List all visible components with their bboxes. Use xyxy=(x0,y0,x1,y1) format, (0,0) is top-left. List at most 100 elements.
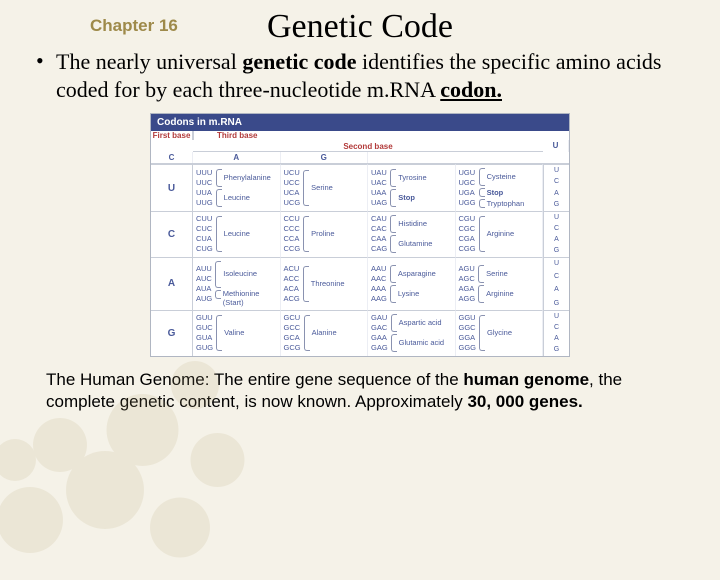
codon: ACA xyxy=(284,284,300,294)
codon: AGU xyxy=(459,264,476,274)
codon: CUU xyxy=(196,214,213,224)
codon: AUC xyxy=(196,274,212,284)
codon: UUC xyxy=(196,178,213,188)
codon: AUU xyxy=(196,264,212,274)
codon: GCG xyxy=(284,343,301,353)
codon: GCU xyxy=(284,313,301,323)
codon-cell: AGUAGCAGAAGGSerineArginine xyxy=(456,257,544,311)
amino-acid: Histidine xyxy=(396,219,427,229)
amino-acid: Leucine xyxy=(222,193,250,203)
codon-cell: CGUCGCCGACGGArginine xyxy=(456,211,544,257)
bullet-pre: The nearly universal xyxy=(56,49,242,74)
codon: CUA xyxy=(196,234,213,244)
codon-cell: GCUGCCGCAGCG Alanine xyxy=(281,310,369,356)
codon: UCA xyxy=(284,188,301,198)
amino-acid: Aspartic acid xyxy=(397,318,442,328)
header-first: First base xyxy=(151,131,193,140)
codon-cell: UCUUCCUCAUCGSerine xyxy=(281,164,369,211)
header-second: Second base xyxy=(193,140,543,152)
codon: AGG xyxy=(459,294,476,304)
codon: UUU xyxy=(196,168,213,178)
codon-table-title: Codons in m.RNA xyxy=(151,114,569,131)
codon: UCC xyxy=(284,178,301,188)
row-third: UCAG xyxy=(543,164,569,211)
codon: AAG xyxy=(371,294,387,304)
page-title: Genetic Code xyxy=(267,8,453,46)
codon: AGA xyxy=(459,284,476,294)
amino-acid: Tyrosine xyxy=(396,173,426,183)
sub-C: C xyxy=(151,152,193,163)
amino-acid: Tryptophan xyxy=(485,199,525,209)
codon: GUC xyxy=(196,323,213,333)
amino-acid: Phenylalanine xyxy=(222,173,271,183)
amino-acid: Glycine xyxy=(485,328,512,338)
amino-acid: Stop xyxy=(485,188,504,198)
codon: GAU xyxy=(371,313,388,323)
sub-G: G xyxy=(281,152,369,163)
codon-cell: UAUUACUAAUAGTyrosineStop xyxy=(368,164,456,211)
codon: AAU xyxy=(371,264,387,274)
codon: CCA xyxy=(284,234,301,244)
codon: CCC xyxy=(284,224,301,234)
amino-acid: Cysteine xyxy=(485,172,516,182)
codon: UAA xyxy=(371,188,387,198)
codon: UGG xyxy=(459,198,476,208)
bullet-marker: • xyxy=(36,48,44,74)
codon: CUG xyxy=(196,244,213,254)
amino-acid: Proline xyxy=(309,229,334,239)
codon: GGU xyxy=(459,313,477,323)
codon: CGA xyxy=(459,234,476,244)
amino-acid: Asparagine xyxy=(396,269,436,279)
codon-table: Codons in m.RNA First base Second base T… xyxy=(150,113,570,357)
amino-acid: Glutamine xyxy=(396,239,432,249)
codon: UAG xyxy=(371,198,387,208)
codon: GAG xyxy=(371,343,388,353)
amino-acid: Threonine xyxy=(309,279,345,289)
chapter-label: Chapter 16 xyxy=(90,16,178,36)
codon: AAA xyxy=(371,284,387,294)
bullet-1: • The nearly universal genetic code iden… xyxy=(30,48,690,103)
amino-acid: Glutamic acid xyxy=(397,338,444,348)
footer-b1: human genome xyxy=(463,370,589,389)
codon: CAG xyxy=(371,244,387,254)
amino-acid: Isoleucine xyxy=(221,269,257,279)
codon: GUG xyxy=(196,343,213,353)
codon: GCA xyxy=(284,333,301,343)
sub-A: A xyxy=(193,152,281,163)
codon: GGC xyxy=(459,323,477,333)
codon: UGA xyxy=(459,188,476,198)
codon: UUG xyxy=(196,198,213,208)
row-first-A: A xyxy=(151,257,193,311)
codon: CAU xyxy=(371,214,387,224)
bullet-bold-2: codon. xyxy=(440,77,502,102)
amino-acid: Methionine (Start) xyxy=(221,289,277,309)
codon: GGG xyxy=(459,343,477,353)
codon: AUG xyxy=(196,294,212,304)
codon-cell: AUUAUCAUAAUGIsoleucineMethionine (Start) xyxy=(193,257,281,311)
codon: ACC xyxy=(284,274,300,284)
row-first-U: U xyxy=(151,164,193,211)
codon: GGA xyxy=(459,333,477,343)
row-third: UCAG xyxy=(543,310,569,356)
codon: GUA xyxy=(196,333,213,343)
row-third: UCAG xyxy=(543,211,569,257)
amino-acid: Lysine xyxy=(396,289,419,299)
amino-acid: Arginine xyxy=(485,229,515,239)
footer-b2: 30, 000 genes. xyxy=(467,392,582,411)
codon: GCC xyxy=(284,323,301,333)
codon-cell: UGUUGCUGAUGGCysteineStopTryptophan xyxy=(456,164,544,211)
codon: CUC xyxy=(196,224,213,234)
codon: CGG xyxy=(459,244,476,254)
codon: CGU xyxy=(459,214,476,224)
amino-acid: Valine xyxy=(222,328,244,338)
codon-cell: CAUCACCAACAGHistidineGlutamine xyxy=(368,211,456,257)
amino-acid: Alanine xyxy=(310,328,337,338)
amino-acid: Arginine xyxy=(484,289,514,299)
codon-cell: CUUCUCCUACUG Leucine xyxy=(193,211,281,257)
amino-acid: Leucine xyxy=(222,229,250,239)
row-first-G: G xyxy=(151,310,193,356)
codon: UUA xyxy=(196,188,213,198)
codon: UGU xyxy=(459,168,476,178)
sub-U: U xyxy=(543,140,569,152)
row-third: UCAG xyxy=(543,257,569,311)
